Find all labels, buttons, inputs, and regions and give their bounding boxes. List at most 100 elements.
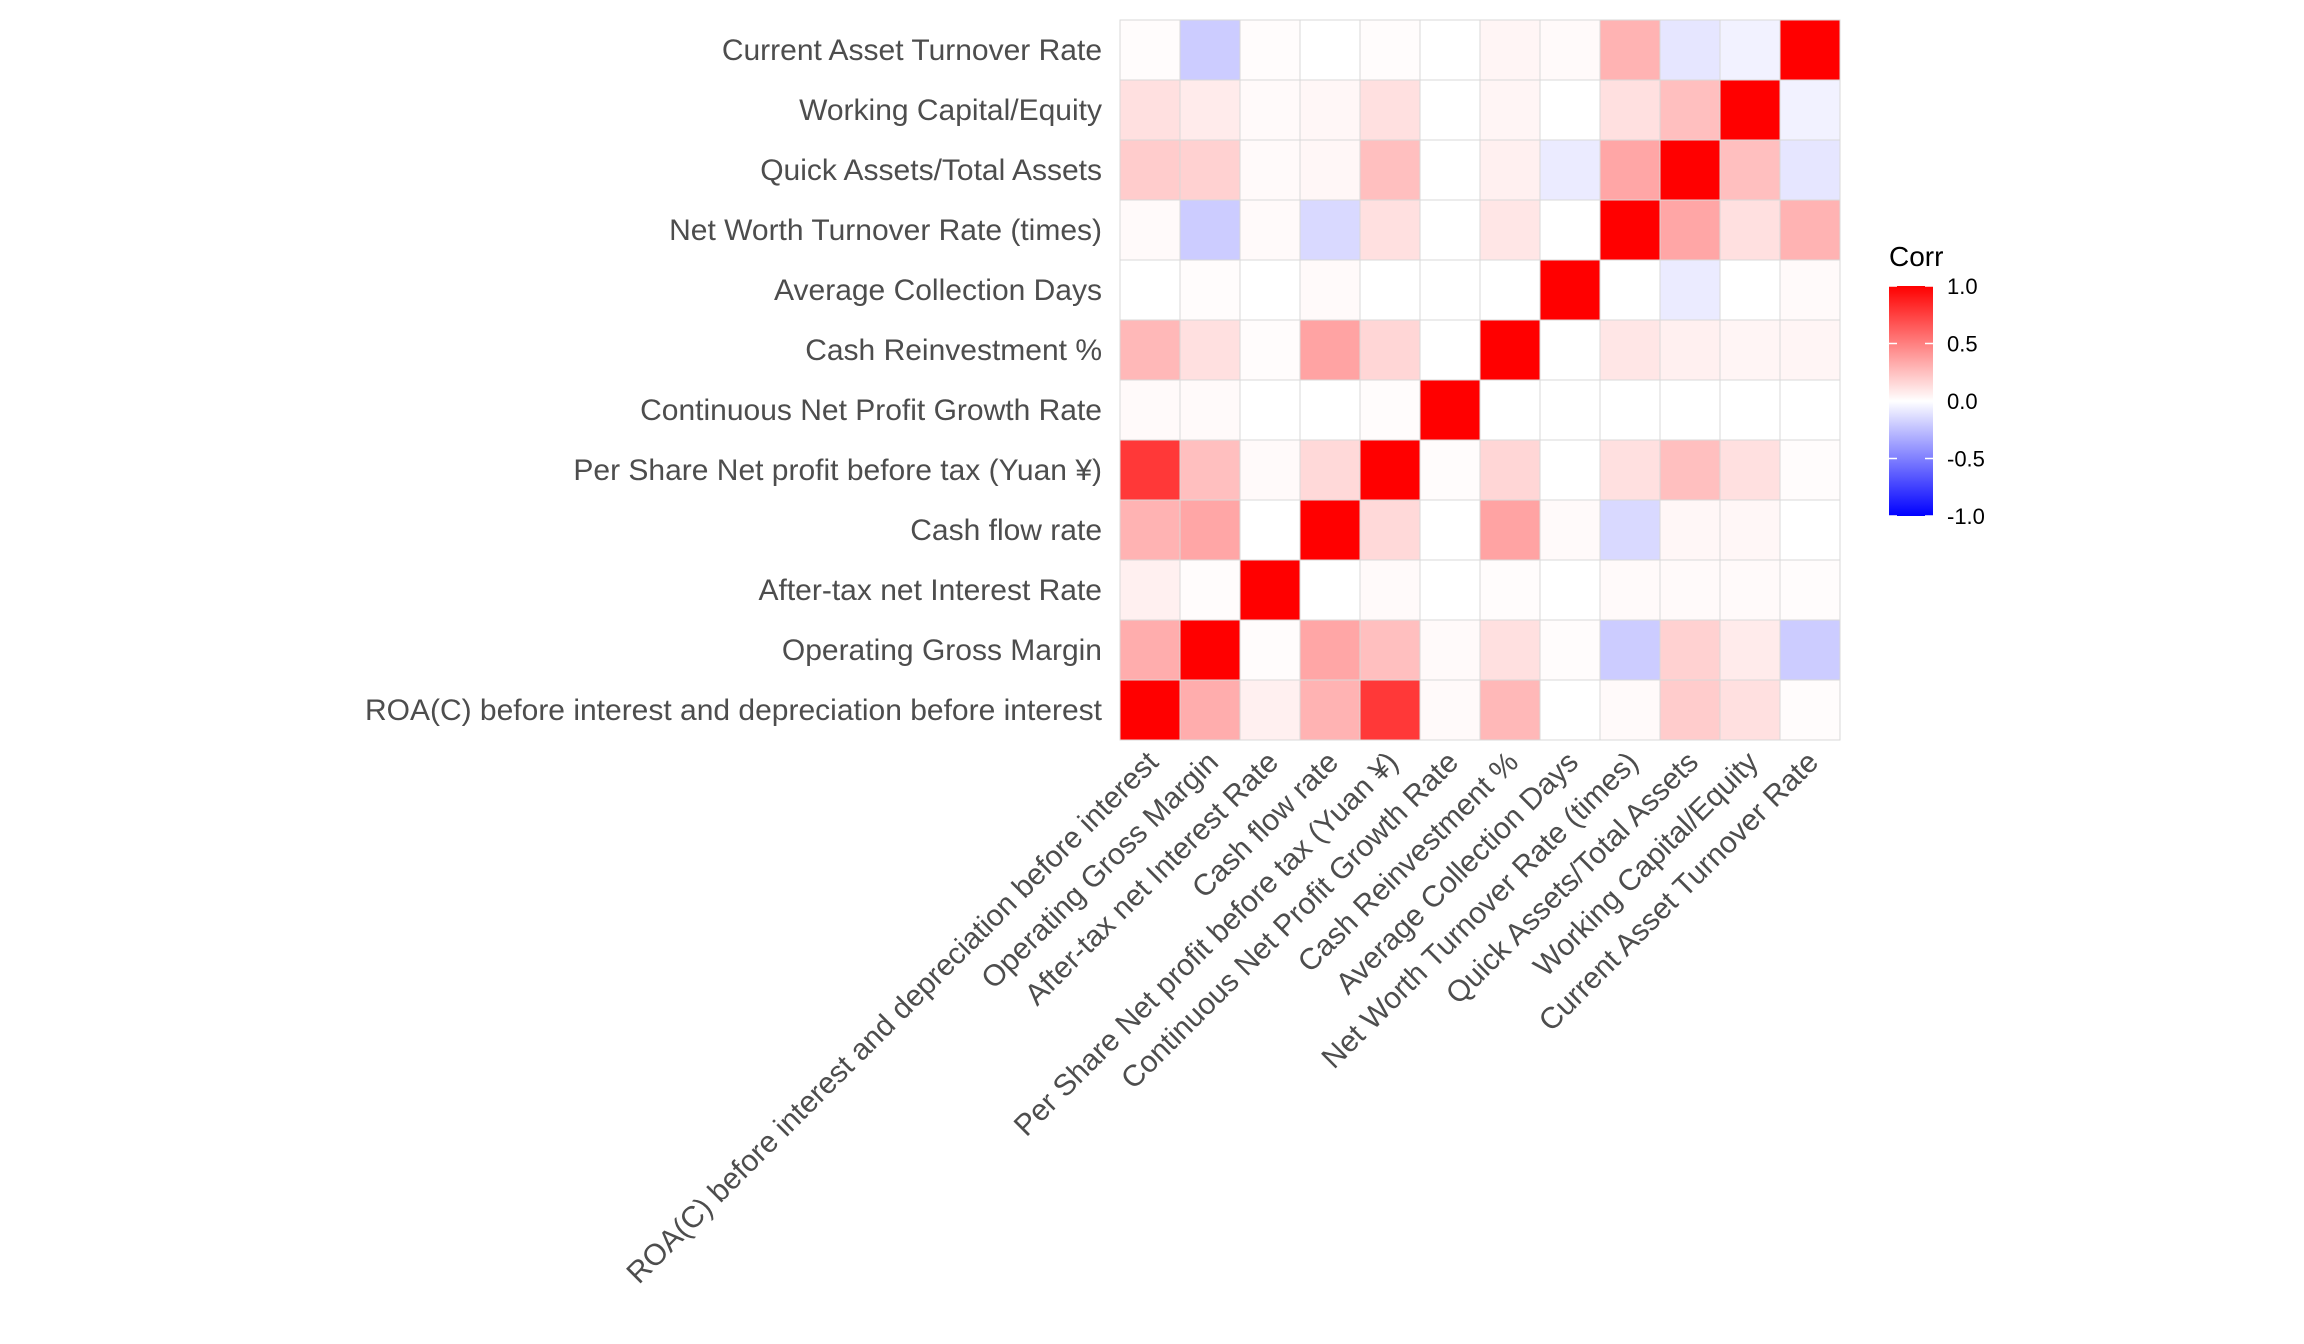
heatmap-cell (1479, 439, 1541, 501)
heatmap-cell (1419, 619, 1481, 681)
heatmap-cell (1539, 679, 1601, 741)
heatmap-cell (1479, 79, 1541, 141)
heatmap-cell (1719, 19, 1781, 81)
heatmap-cell (1239, 19, 1301, 81)
color-legend: Corr 1.0 0.5 0.0 -0.5 -1.0 (1889, 241, 1985, 529)
heatmap-cell (1239, 139, 1301, 201)
heatmap-cell (1479, 259, 1541, 321)
heatmap-cell (1359, 79, 1421, 141)
heatmap-cell (1599, 79, 1661, 141)
heatmap-cell (1359, 319, 1421, 381)
heatmap-cell (1239, 319, 1301, 381)
heatmap-cell (1119, 199, 1181, 261)
heatmap-cell (1539, 559, 1601, 621)
heatmap-cell (1719, 139, 1781, 201)
heatmap-cell (1479, 19, 1541, 81)
legend-tick-label: 0.5 (1947, 332, 1978, 357)
heatmap-cell (1179, 19, 1241, 81)
heatmap-cell (1299, 379, 1361, 441)
heatmap-cell (1719, 199, 1781, 261)
y-tick-label-cash-flow-rate: Cash flow rate (910, 514, 1102, 547)
heatmap-cell (1359, 679, 1421, 741)
heatmap-cell (1419, 139, 1481, 201)
heatmap-cell (1779, 679, 1841, 741)
y-tick-label-cash-reinvestment: Cash Reinvestment % (805, 334, 1102, 367)
heatmap-cell (1299, 679, 1361, 741)
y-tick-label-roa-c-before-interest-and-depreciation-before-interest: ROA(C) before interest and depreciation … (365, 694, 1103, 727)
heatmap-cell (1239, 499, 1301, 561)
heatmap-cell (1779, 19, 1841, 81)
heatmap-cell (1719, 679, 1781, 741)
heatmap-cell (1779, 499, 1841, 561)
legend-tick-label: 0.0 (1947, 389, 1978, 414)
heatmap-cell (1779, 439, 1841, 501)
heatmap-cell (1419, 379, 1481, 441)
heatmap-cell (1239, 259, 1301, 321)
heatmap-cell (1419, 499, 1481, 561)
heatmap-cell (1299, 439, 1361, 501)
x-axis-labels: ROA(C) before interest and depreciation … (620, 745, 1825, 1290)
heatmap-cell (1659, 439, 1721, 501)
heatmap-cell (1359, 259, 1421, 321)
heatmap-cell (1539, 319, 1601, 381)
heatmap-cell (1659, 559, 1721, 621)
heatmap-cell (1479, 199, 1541, 261)
heatmap-cell (1599, 199, 1661, 261)
heatmap-cell (1659, 79, 1721, 141)
heatmap-cell (1719, 619, 1781, 681)
heatmap-cell (1479, 379, 1541, 441)
heatmap-cell (1659, 259, 1721, 321)
heatmap-cell (1599, 19, 1661, 81)
heatmap-cell (1779, 379, 1841, 441)
heatmap-cell (1179, 619, 1241, 681)
heatmap-cell (1119, 19, 1181, 81)
heatmap-cell (1659, 139, 1721, 201)
heatmap-cell (1359, 139, 1421, 201)
heatmap-cell (1539, 439, 1601, 501)
heatmap-cell (1119, 679, 1181, 741)
heatmap-cell (1119, 439, 1181, 501)
x-tick-label-roa-c-before-interest-and-depreciation-before-interest: ROA(C) before interest and depreciation … (620, 745, 1165, 1290)
heatmap-cell (1359, 439, 1421, 501)
heatmap-cell (1719, 439, 1781, 501)
heatmap-cell (1299, 79, 1361, 141)
heatmap-cell (1179, 79, 1241, 141)
heatmap-cell (1179, 559, 1241, 621)
heatmap-cell (1539, 79, 1601, 141)
heatmap-cell (1659, 379, 1721, 441)
heatmap-cell (1719, 259, 1781, 321)
y-tick-label-per-share-net-profit-before-tax-yuan: Per Share Net profit before tax (Yuan ¥) (573, 454, 1102, 487)
heatmap-cell (1359, 199, 1421, 261)
heatmap-cell (1479, 139, 1541, 201)
heatmap-cell (1179, 679, 1241, 741)
heatmap-cell (1299, 619, 1361, 681)
heatmap-cell (1479, 679, 1541, 741)
heatmap-cell (1599, 319, 1661, 381)
heatmap-cell (1419, 199, 1481, 261)
heatmap-cell (1599, 499, 1661, 561)
heatmap-cell (1539, 379, 1601, 441)
heatmap-cell (1179, 139, 1241, 201)
heatmap-cell (1359, 619, 1421, 681)
heatmap-cell (1479, 499, 1541, 561)
heatmap-cell (1539, 199, 1601, 261)
heatmap-cell (1119, 559, 1181, 621)
legend-tick-label: -1.0 (1947, 504, 1985, 529)
heatmap-cell (1179, 199, 1241, 261)
legend-title: Corr (1889, 241, 1943, 272)
heatmap-cell (1659, 499, 1721, 561)
heatmap-cell (1239, 619, 1301, 681)
heatmap-cell (1119, 319, 1181, 381)
heatmap-cell (1659, 679, 1721, 741)
heatmap-cell (1119, 79, 1181, 141)
heatmap-cell (1239, 199, 1301, 261)
heatmap-cell (1299, 319, 1361, 381)
heatmap-cell (1419, 79, 1481, 141)
heatmap-cell (1119, 259, 1181, 321)
heatmap-cell (1779, 619, 1841, 681)
legend-tick-label: -0.5 (1947, 447, 1985, 472)
heatmap-cell (1419, 559, 1481, 621)
y-tick-label-after-tax-net-interest-rate: After-tax net Interest Rate (759, 574, 1103, 607)
heatmap-cell (1599, 619, 1661, 681)
